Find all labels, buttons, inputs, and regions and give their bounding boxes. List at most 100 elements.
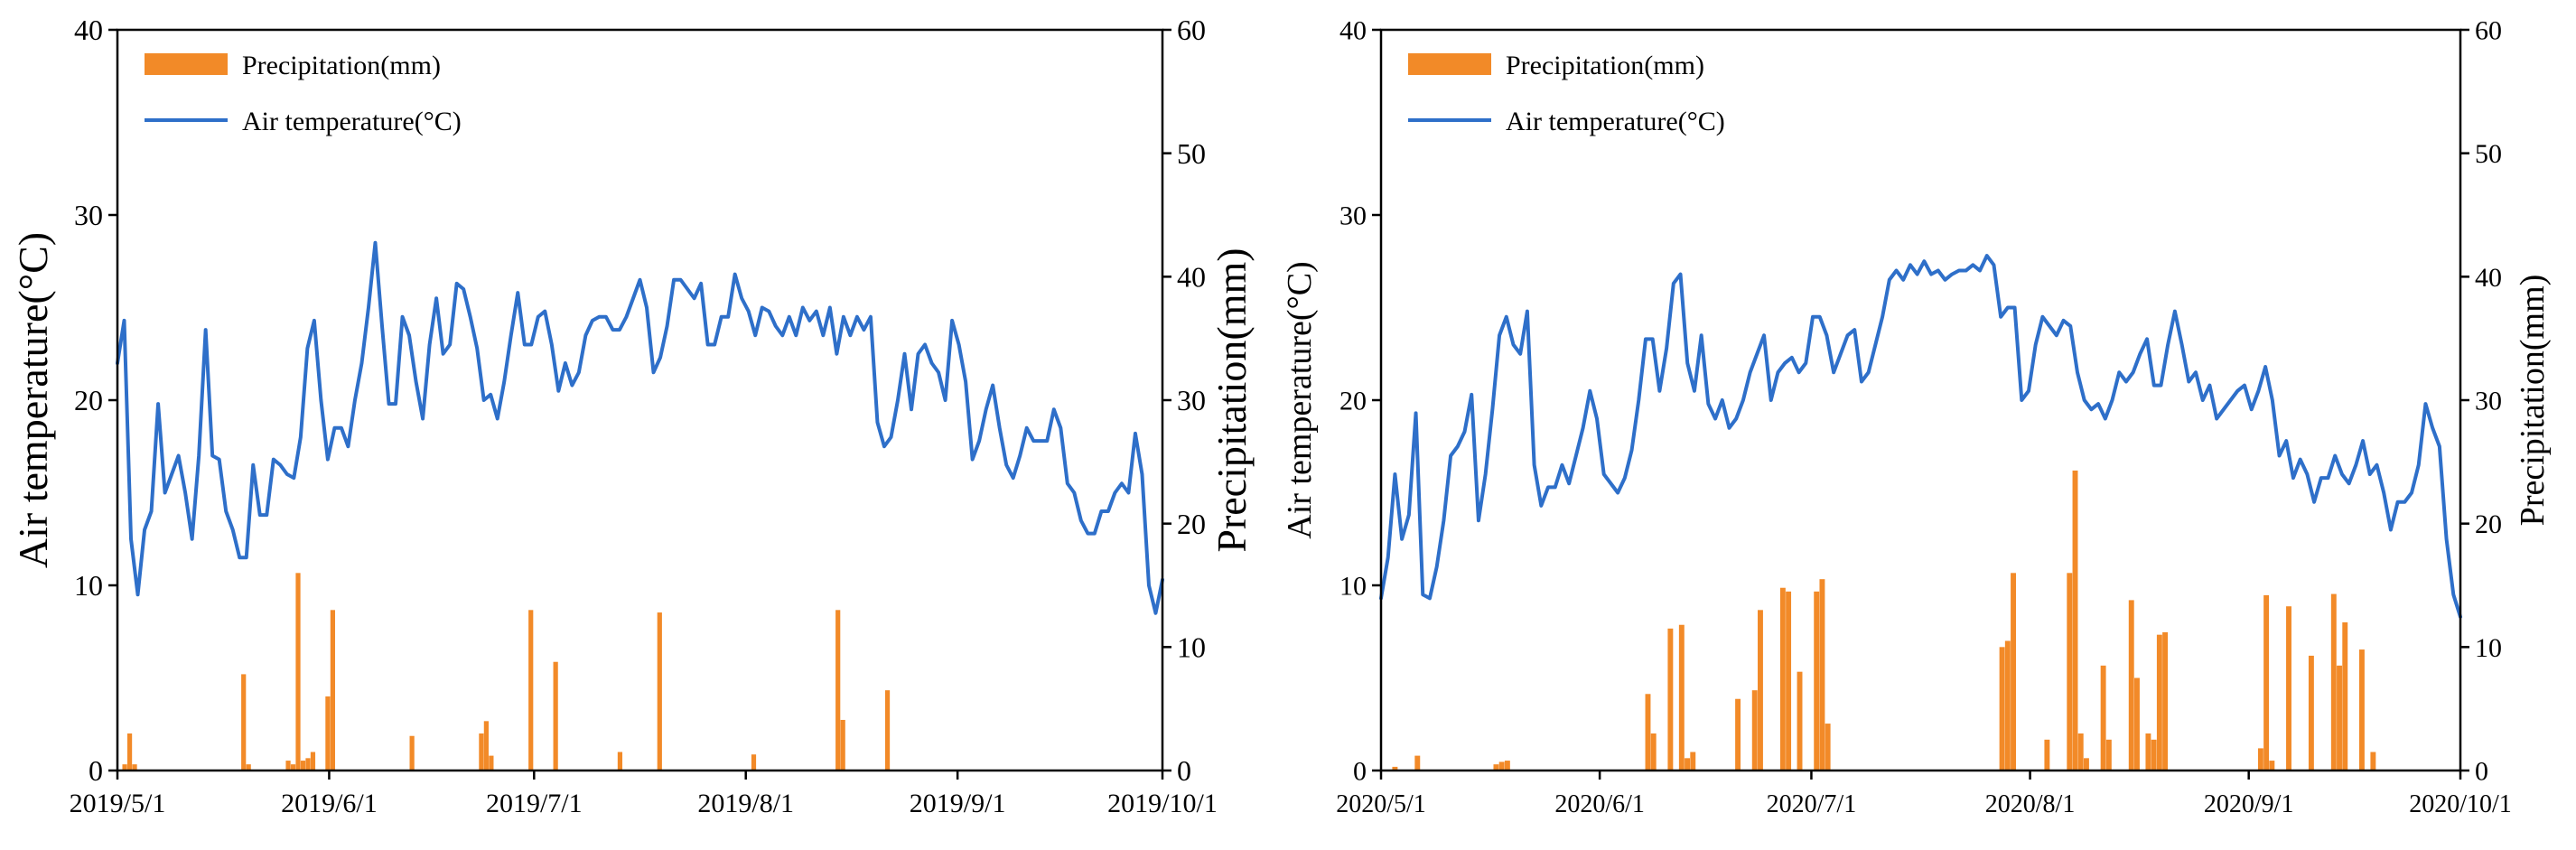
x-tick-label: 2020/7/1 bbox=[1767, 790, 1857, 818]
x-tick-label: 2019/9/1 bbox=[910, 789, 1006, 818]
precip-bar bbox=[1825, 724, 1831, 771]
precip-bar bbox=[2263, 594, 2270, 771]
precip-bar bbox=[305, 758, 311, 771]
precip-bar bbox=[1678, 624, 1685, 771]
precip-bar bbox=[2044, 739, 2050, 771]
precip-bar bbox=[2269, 761, 2275, 771]
precip-bar bbox=[1645, 694, 1651, 771]
x-tick-label: 2019/7/1 bbox=[486, 789, 583, 818]
x-tick-label: 2020/10/1 bbox=[2409, 790, 2512, 818]
y-right-tick-label: 20 bbox=[2475, 509, 2502, 539]
precip-bar bbox=[246, 764, 251, 771]
precip-bar bbox=[1504, 761, 1510, 771]
precip-bar bbox=[479, 733, 484, 771]
y-left-tick-label: 30 bbox=[1339, 201, 1367, 231]
precip-bar bbox=[2105, 739, 2112, 771]
y-right-tick-label: 10 bbox=[2475, 633, 2502, 663]
precip-bar bbox=[132, 764, 137, 771]
precip-bar bbox=[126, 733, 133, 771]
y-left-tick-label: 0 bbox=[89, 754, 103, 787]
precip-bar bbox=[489, 755, 494, 771]
x-tick-label: 2020/9/1 bbox=[2204, 790, 2294, 818]
y-right-tick-label: 0 bbox=[1177, 754, 1191, 787]
precip-bar bbox=[1650, 733, 1657, 771]
precip-bar bbox=[2004, 640, 2011, 771]
y-right-tick-label: 50 bbox=[1177, 137, 1206, 170]
precip-bar bbox=[840, 719, 845, 771]
precip-bar bbox=[2100, 665, 2106, 771]
y-left-tick-label: 10 bbox=[1339, 572, 1367, 602]
precip-bar bbox=[835, 610, 841, 771]
precip-bar bbox=[295, 573, 301, 771]
precip-bar bbox=[2128, 600, 2134, 771]
y-right-tick-label: 0 bbox=[2475, 757, 2488, 787]
precip-bar bbox=[241, 674, 247, 771]
precip-bar bbox=[2151, 739, 2157, 771]
precip-bar bbox=[1493, 764, 1499, 771]
y-left-tick-label: 20 bbox=[74, 384, 103, 416]
x-tick-label: 2019/5/1 bbox=[70, 789, 166, 818]
precip-bar bbox=[2156, 634, 2162, 771]
precip-bar bbox=[2162, 631, 2169, 771]
y-left-tick-label: 20 bbox=[1339, 387, 1367, 416]
y-right-tick-label: 30 bbox=[1177, 384, 1206, 416]
precip-bar bbox=[2308, 655, 2314, 771]
precip-bar bbox=[325, 696, 331, 771]
precip-bar bbox=[409, 735, 415, 771]
precip-bar bbox=[751, 754, 757, 771]
y-left-axis-title: Air temperature(°C) bbox=[1281, 261, 1319, 538]
y-left-tick-label: 10 bbox=[74, 569, 103, 602]
x-tick-label: 2019/10/1 bbox=[1107, 789, 1218, 818]
precip-bar bbox=[1758, 610, 1763, 771]
precip-bar bbox=[1685, 758, 1690, 771]
y-left-tick-label: 40 bbox=[1339, 16, 1367, 46]
plot-frame bbox=[116, 28, 1164, 772]
x-tick-label: 2020/8/1 bbox=[1985, 790, 2076, 818]
precip-bar bbox=[884, 690, 891, 771]
y-right-tick-label: 50 bbox=[2475, 139, 2502, 169]
precip-bar bbox=[2145, 733, 2151, 771]
legend-precip-swatch bbox=[145, 53, 228, 75]
legend-precip-swatch bbox=[1408, 53, 1491, 75]
precip-bar bbox=[2134, 677, 2140, 771]
precip-bar bbox=[617, 752, 623, 771]
precip-bar bbox=[2358, 649, 2365, 771]
x-tick-label: 2019/8/1 bbox=[697, 789, 794, 818]
x-tick-label: 2019/6/1 bbox=[281, 789, 378, 818]
precip-bar bbox=[553, 661, 558, 771]
precip-bar bbox=[330, 610, 335, 771]
precip-bar bbox=[290, 764, 296, 771]
precip-bar bbox=[300, 761, 306, 771]
plot-frame bbox=[1379, 28, 2462, 772]
legend-temp-label: Air temperature(°C) bbox=[1506, 107, 1725, 136]
y-left-axis-title: Air temperature(°C) bbox=[10, 232, 56, 568]
y-right-tick-label: 10 bbox=[1177, 631, 1206, 664]
precipitation-bars bbox=[1392, 470, 2376, 771]
precip-bar bbox=[657, 612, 662, 771]
legend: Precipitation(mm) Air temperature(°C) bbox=[145, 51, 462, 136]
y-right-tick-label: 60 bbox=[2475, 16, 2502, 46]
precip-bar bbox=[1735, 698, 1741, 771]
y-right-tick-label: 30 bbox=[2475, 387, 2502, 416]
y-right-tick-label: 60 bbox=[1177, 14, 1206, 46]
precip-bar bbox=[285, 761, 291, 771]
y-right-axis-title: Precipitation(mm) bbox=[1209, 248, 1255, 552]
x-tick-label: 2020/5/1 bbox=[1336, 790, 1426, 818]
precip-bar bbox=[2342, 622, 2348, 771]
precip-bar bbox=[2067, 573, 2073, 771]
precip-bar bbox=[2077, 733, 2084, 771]
precipitation-bars bbox=[122, 573, 891, 771]
precip-bar bbox=[1498, 761, 1505, 771]
y-left-tick-label: 30 bbox=[74, 199, 103, 231]
precip-bar bbox=[2337, 665, 2342, 771]
temperature-line bbox=[1379, 254, 2462, 619]
temperature-line bbox=[116, 240, 1164, 615]
chart-panel-2019: 0 10 20 30 40 0 10 20 30 40 50 60 2019/5/1 2019/6/1 20… bbox=[10, 14, 1255, 818]
precip-bar bbox=[2083, 758, 2089, 771]
precip-bar bbox=[1667, 628, 1674, 771]
legend-temp-label: Air temperature(°C) bbox=[242, 107, 462, 136]
precip-bar bbox=[528, 610, 534, 771]
precip-bar bbox=[1814, 591, 1820, 771]
precip-bar bbox=[1779, 587, 1786, 771]
